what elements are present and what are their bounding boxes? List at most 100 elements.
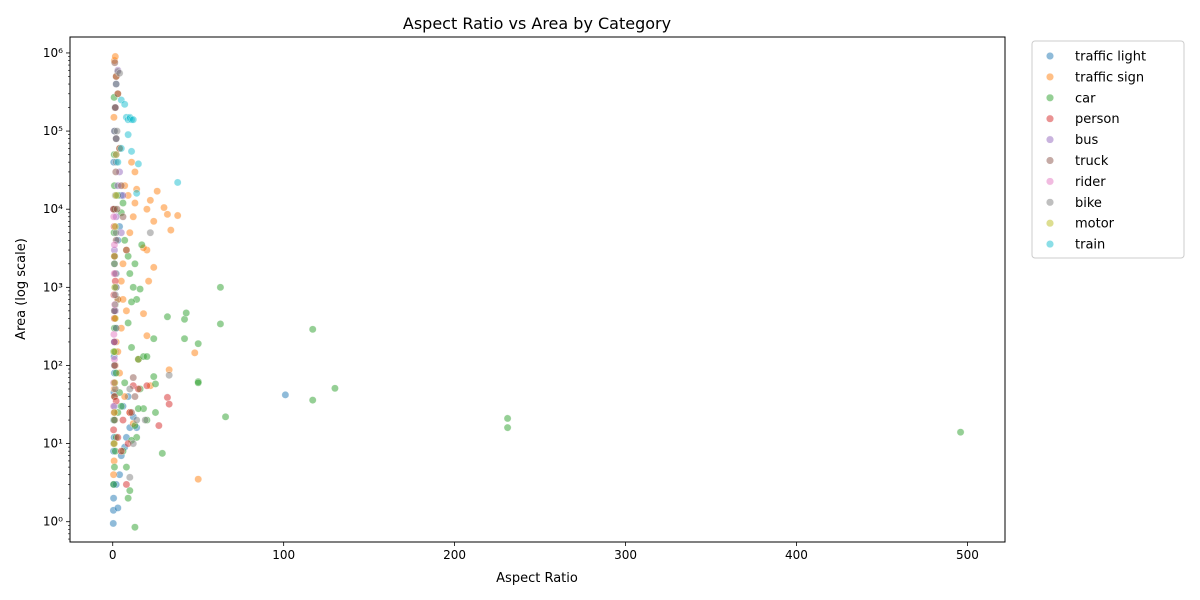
data-point bbox=[122, 480, 131, 489]
legend-marker bbox=[1045, 72, 1055, 81]
legend-marker bbox=[1045, 114, 1055, 123]
data-point bbox=[120, 100, 129, 109]
y-tick-label: 10⁵ bbox=[43, 124, 63, 138]
data-point bbox=[165, 371, 173, 380]
data-point bbox=[180, 334, 189, 343]
data-point bbox=[151, 408, 160, 417]
data-point bbox=[119, 199, 127, 207]
data-point bbox=[110, 259, 119, 268]
data-point bbox=[119, 416, 127, 424]
data-point bbox=[112, 80, 121, 88]
data-point bbox=[308, 396, 317, 404]
data-point bbox=[110, 300, 119, 309]
data-point bbox=[114, 433, 122, 442]
x-tick-label: 0 bbox=[109, 548, 117, 562]
data-point bbox=[109, 480, 118, 489]
legend-marker bbox=[1045, 51, 1055, 61]
data-point bbox=[110, 338, 119, 346]
data-point bbox=[110, 347, 119, 356]
data-point bbox=[119, 212, 127, 221]
x-axis: 0 100 200 300 400 500 bbox=[109, 542, 979, 562]
data-point bbox=[173, 178, 182, 187]
data-point bbox=[132, 189, 141, 198]
data-point bbox=[110, 378, 119, 387]
legend-marker bbox=[1045, 156, 1055, 165]
data-point bbox=[125, 473, 134, 482]
data-point bbox=[163, 393, 172, 402]
data-point bbox=[127, 158, 136, 167]
legend-label: truck bbox=[1075, 154, 1109, 169]
data-point bbox=[143, 352, 151, 361]
data-point bbox=[119, 259, 127, 268]
data-point bbox=[109, 519, 118, 528]
data-point bbox=[143, 205, 151, 214]
legend-marker bbox=[1045, 93, 1055, 102]
data-point bbox=[132, 416, 141, 424]
data-point bbox=[111, 168, 120, 176]
data-point bbox=[136, 285, 144, 293]
data-point bbox=[125, 486, 134, 495]
data-point bbox=[131, 259, 139, 268]
data-point bbox=[149, 217, 158, 226]
data-point bbox=[163, 312, 172, 321]
y-axis-label: Area (log scale) bbox=[14, 238, 29, 340]
legend-marker bbox=[1045, 177, 1055, 186]
x-axis-label: Aspect Ratio bbox=[496, 571, 578, 586]
data-point bbox=[194, 475, 203, 484]
data-point bbox=[137, 240, 146, 249]
data-point bbox=[131, 523, 139, 532]
y-tick-label: 10⁰ bbox=[43, 515, 63, 529]
data-point bbox=[125, 228, 134, 237]
data-point bbox=[110, 113, 118, 122]
data-point bbox=[111, 314, 120, 323]
x-tick-label: 400 bbox=[785, 548, 808, 562]
data-point bbox=[216, 283, 225, 292]
data-point bbox=[127, 343, 136, 352]
data-point bbox=[124, 319, 132, 327]
data-point bbox=[112, 191, 121, 200]
legend-label: motor bbox=[1075, 217, 1115, 232]
data-point bbox=[112, 150, 121, 159]
series-train bbox=[114, 96, 182, 198]
data-point bbox=[158, 449, 167, 458]
data-point bbox=[124, 130, 132, 139]
data-point bbox=[109, 470, 118, 479]
data-point bbox=[115, 69, 124, 78]
legend-label: bus bbox=[1075, 133, 1098, 148]
legend-marker bbox=[1045, 240, 1055, 249]
data-point bbox=[182, 309, 191, 317]
data-point bbox=[117, 144, 126, 153]
legend-marker bbox=[1045, 198, 1055, 207]
data-point bbox=[131, 168, 139, 176]
data-point bbox=[109, 494, 118, 503]
data-point bbox=[110, 58, 119, 67]
data-point bbox=[129, 212, 138, 221]
data-point bbox=[111, 222, 120, 231]
data-point bbox=[190, 349, 199, 357]
data-point bbox=[117, 402, 126, 411]
y-tick-label: 10⁴ bbox=[43, 202, 63, 216]
data-point bbox=[129, 439, 138, 448]
legend-label: rider bbox=[1075, 175, 1106, 190]
data-point bbox=[109, 425, 118, 434]
y-tick-label: 10⁶ bbox=[43, 46, 63, 60]
data-point bbox=[119, 191, 127, 200]
data-point bbox=[117, 181, 126, 190]
data-point bbox=[165, 400, 173, 408]
x-tick-label: 500 bbox=[956, 548, 979, 562]
data-point bbox=[111, 103, 120, 112]
data-point bbox=[129, 283, 138, 292]
data-point bbox=[119, 295, 127, 304]
data-point bbox=[127, 147, 136, 156]
data-point bbox=[110, 439, 118, 448]
legend-label: traffic light bbox=[1075, 50, 1146, 65]
y-tick-label: 10² bbox=[43, 358, 63, 372]
data-point bbox=[110, 269, 119, 278]
data-point bbox=[308, 325, 317, 334]
data-point bbox=[131, 392, 139, 401]
data-point bbox=[114, 89, 122, 98]
data-point bbox=[110, 416, 119, 424]
data-point bbox=[125, 385, 134, 393]
